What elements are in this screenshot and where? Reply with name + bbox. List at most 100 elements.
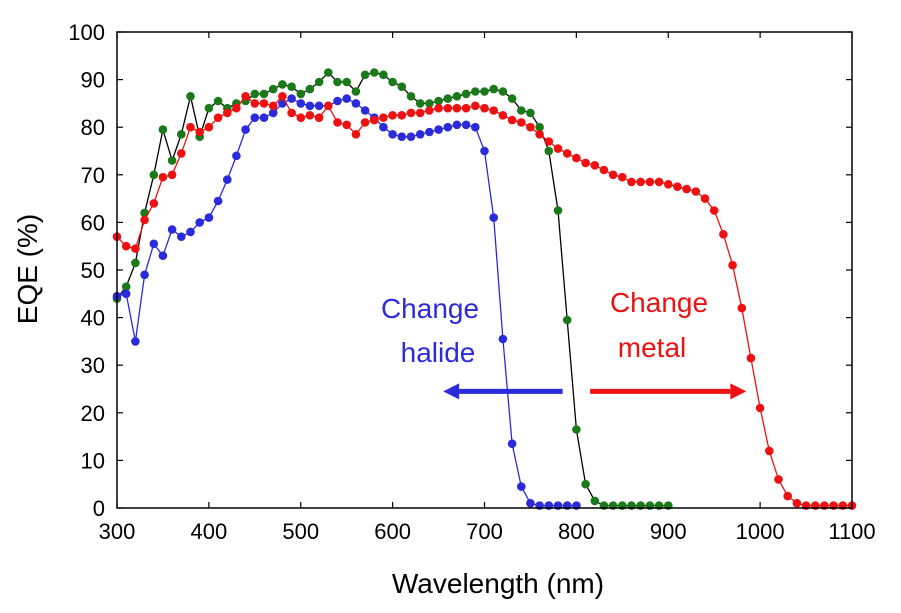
series-red-point — [195, 127, 204, 137]
x-tick-label: 1000 — [736, 519, 785, 544]
series-red-point — [278, 92, 287, 101]
series-red-point — [535, 130, 544, 139]
series-red-point — [489, 106, 499, 115]
series-red-point — [755, 403, 765, 413]
series-red-line — [116, 95, 852, 507]
series-blue-point — [415, 130, 425, 139]
annotation-change-metal-1: Change — [610, 287, 708, 318]
series-red-point — [140, 215, 149, 225]
series-green-point — [370, 68, 379, 77]
series-blue-point — [489, 213, 499, 222]
series-red-point — [618, 172, 627, 182]
x-tick-label: 900 — [650, 519, 687, 544]
series-blue-point — [526, 498, 535, 508]
series-green-point — [296, 89, 306, 99]
series-red-point — [158, 172, 168, 182]
series-red-point — [324, 101, 333, 111]
series-blue-point — [397, 132, 407, 141]
y-tick-label: 60 — [81, 210, 105, 235]
series-blue-point — [250, 113, 260, 122]
series-blue-line-group — [112, 94, 581, 510]
series-blue-point — [268, 108, 278, 118]
series-blue-point — [452, 120, 462, 130]
series-red-point — [507, 115, 517, 125]
series-red-point — [664, 180, 673, 189]
y-tick-label: 80 — [81, 115, 105, 140]
series-red-point — [121, 241, 131, 251]
series-red-point — [314, 113, 324, 122]
annotation-change-halide-2: halide — [401, 337, 476, 368]
series-red-point — [250, 99, 260, 108]
series-red-point — [268, 101, 278, 111]
series-green-point — [167, 156, 177, 165]
series-green-point — [177, 130, 186, 139]
series-green-point — [425, 99, 434, 108]
x-tick-label: 700 — [466, 519, 503, 544]
series-green-point — [562, 315, 572, 325]
series-red-point — [645, 177, 655, 187]
series-green-point — [278, 80, 287, 89]
series-blue-line — [116, 97, 577, 507]
series-red-point — [728, 260, 737, 270]
series-green-point — [572, 425, 581, 434]
series-blue-point — [121, 289, 131, 299]
series-red-point — [673, 182, 682, 191]
series-red-point — [765, 446, 774, 456]
series-green-point — [581, 479, 590, 489]
series-red-point — [415, 108, 425, 118]
series-blue-point — [461, 120, 471, 130]
series-green-point — [351, 87, 361, 96]
y-tick-label: 70 — [81, 163, 105, 188]
series-red-point — [719, 230, 728, 239]
series-green-point — [158, 125, 168, 134]
series-green-point — [213, 96, 223, 106]
series-red-point — [792, 498, 802, 508]
series-red-point — [259, 99, 269, 108]
series-blue-point — [259, 113, 269, 122]
series-red-point — [388, 111, 397, 120]
x-axis-title: Wavelength (nm) — [392, 568, 604, 599]
series-green-point — [590, 496, 600, 506]
y-tick-label: 40 — [81, 306, 105, 331]
x-tick-label: 600 — [374, 519, 411, 544]
series-red-point — [700, 194, 710, 203]
series-green-point — [268, 84, 278, 94]
y-tick-label: 20 — [81, 401, 105, 426]
series-red-point — [783, 491, 792, 501]
series-red-point — [471, 101, 480, 111]
series-green-point — [507, 94, 517, 103]
series-red-point — [186, 122, 195, 132]
series-blue-point — [471, 122, 480, 132]
series-blue-point — [131, 337, 140, 346]
series-red-point — [223, 108, 232, 118]
series-blue-point — [223, 175, 232, 184]
series-green-point — [149, 170, 159, 180]
series-green-point — [379, 70, 388, 80]
series-green-point — [314, 77, 324, 87]
series-red-point — [654, 177, 664, 187]
series-green-point — [388, 77, 397, 87]
series-red-point — [351, 130, 361, 139]
x-tick-label: 1100 — [828, 519, 875, 544]
annotation-change-halide-1: Change — [381, 293, 479, 324]
series-red-point — [461, 103, 471, 113]
series-red-point — [305, 111, 315, 120]
series-red-point — [544, 137, 554, 146]
series-green-point — [360, 70, 370, 80]
series-green-point — [305, 84, 315, 94]
y-axis-title: EQE (%) — [12, 214, 43, 324]
series-green-point — [186, 92, 195, 101]
series-blue-point — [186, 227, 195, 237]
series-red-point — [590, 161, 600, 170]
series-blue-point — [507, 439, 517, 449]
series-red-point — [517, 118, 526, 127]
ticks-layer: 300 400 500 600 700 800 900 1000 1100 0 10 20 30 40 50… — [68, 20, 875, 544]
series-green-point — [406, 92, 416, 101]
series-blue-point — [158, 251, 168, 260]
series-green-point — [333, 77, 342, 87]
series-blue-point — [498, 334, 508, 344]
series-green-point — [461, 89, 471, 99]
series-green-point — [544, 146, 554, 156]
series-green-point — [489, 84, 499, 94]
